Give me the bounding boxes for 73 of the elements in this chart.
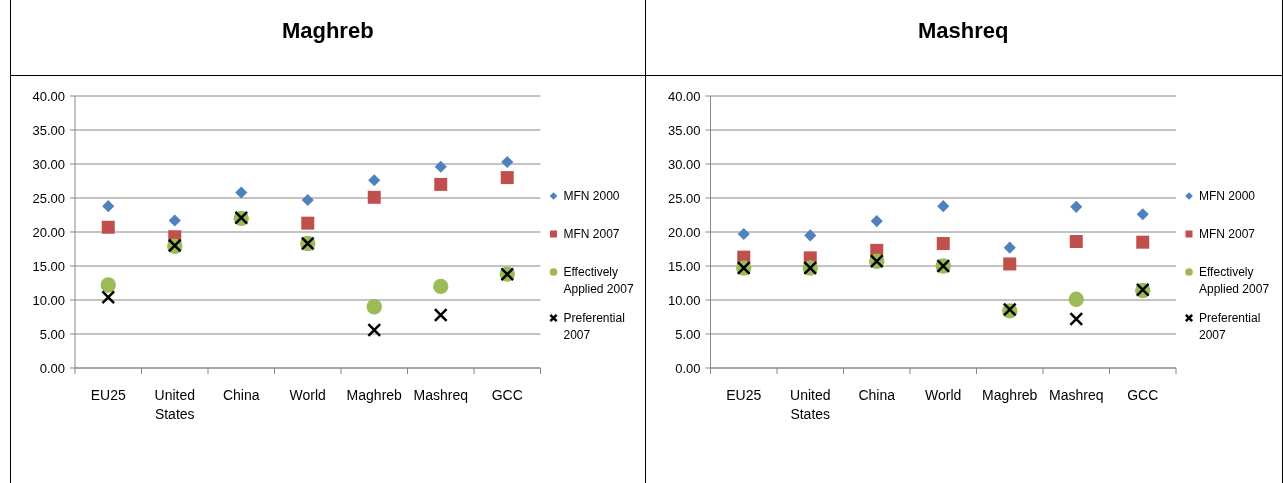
y-tick-label: 25.00 <box>32 191 65 206</box>
y-tick-label: 10.00 <box>32 293 65 308</box>
y-tick-label: 15.00 <box>32 259 65 274</box>
point <box>936 237 950 251</box>
legend-label: Effectively Applied 2007 <box>1199 265 1270 296</box>
point <box>433 307 448 323</box>
point <box>100 277 116 293</box>
legend-label: MFN 2000 <box>563 189 620 203</box>
point <box>368 174 381 187</box>
point <box>367 322 382 338</box>
x-tick-label: Mashreq <box>413 387 468 403</box>
point <box>1136 235 1150 249</box>
y-tick-label: 15.00 <box>667 259 701 274</box>
point <box>1068 291 1084 308</box>
legend-label: Preferential 2007 <box>563 311 625 342</box>
y-tick-label: 5.00 <box>39 327 65 342</box>
point <box>500 171 514 185</box>
chart-title: Mashreq <box>918 18 1009 43</box>
point <box>937 200 950 213</box>
y-tick-label: 35.00 <box>667 123 701 138</box>
point <box>1069 235 1083 249</box>
y-tick-label: 40.00 <box>667 89 701 104</box>
chart-title: Maghreb <box>281 18 374 43</box>
legend-label: MFN 2000 <box>1199 189 1256 203</box>
y-tick-label: 40.00 <box>32 89 65 104</box>
point <box>101 290 116 305</box>
point <box>1003 241 1016 254</box>
point <box>870 215 883 228</box>
legend-label: MFN 2007 <box>1199 227 1256 241</box>
point <box>301 216 315 230</box>
x-tick-label: EU25 <box>90 387 126 403</box>
x-tick-label: World <box>289 387 326 403</box>
y-tick-label: 0.00 <box>39 361 65 376</box>
y-tick-label: 5.00 <box>675 327 701 342</box>
point <box>168 214 181 227</box>
legend-label: Preferential 2007 <box>1199 311 1261 342</box>
x-tick-label: China <box>222 387 260 403</box>
x-tick-label: Maghreb <box>982 387 1038 403</box>
y-tick-label: 25.00 <box>667 191 701 206</box>
x-tick-label: Mashreq <box>1049 387 1104 403</box>
point <box>737 227 750 241</box>
point <box>101 220 115 234</box>
y-tick-label: 35.00 <box>32 123 65 138</box>
x-tick-label: United States <box>154 387 195 422</box>
point <box>1070 200 1083 213</box>
point <box>366 299 382 315</box>
y-tick-label: 30.00 <box>32 157 65 172</box>
point <box>804 229 817 242</box>
y-tick-label: 30.00 <box>667 157 701 172</box>
point <box>501 155 514 169</box>
point <box>367 190 381 204</box>
legend-label: MFN 2007 <box>563 227 620 241</box>
y-tick-label: 20.00 <box>32 225 65 240</box>
x-tick-label: EU25 <box>726 387 762 403</box>
y-tick-label: 20.00 <box>667 225 701 240</box>
x-tick-label: China <box>858 387 896 403</box>
x-tick-label: GCC <box>491 387 523 403</box>
point <box>1003 257 1017 271</box>
point <box>433 278 449 295</box>
x-tick-label: United States <box>790 387 831 422</box>
x-tick-label: World <box>925 387 962 403</box>
point <box>434 177 448 191</box>
point <box>102 200 115 213</box>
x-tick-label: Maghreb <box>346 387 403 403</box>
point <box>235 186 248 199</box>
x-tick-label: GCC <box>1127 387 1159 403</box>
point <box>434 160 447 173</box>
y-tick-label: 10.00 <box>667 293 701 308</box>
point <box>1069 311 1084 327</box>
y-tick-label: 0.00 <box>675 361 701 376</box>
point <box>301 193 314 207</box>
legend-label: Effectively Applied 2007 <box>563 265 634 296</box>
point <box>1136 208 1149 221</box>
